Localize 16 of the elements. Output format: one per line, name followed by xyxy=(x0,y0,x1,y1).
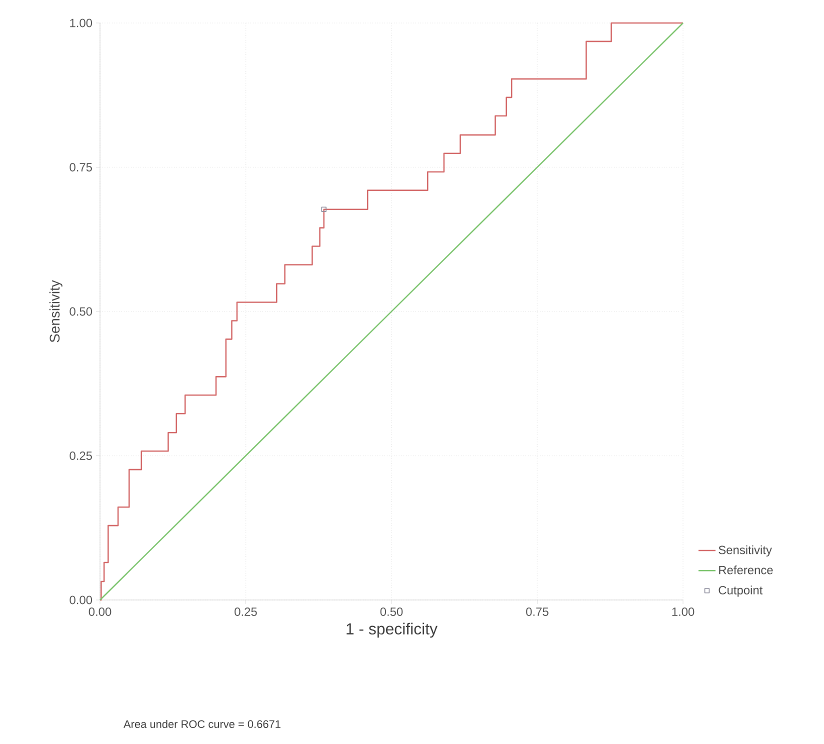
legend-label: Cutpoint xyxy=(718,586,763,597)
y-tick-label: 0.25 xyxy=(70,452,92,460)
x-tick-label: 0.25 xyxy=(234,607,257,616)
y-tick-label: 1.00 xyxy=(70,18,92,28)
y-tick-label: 0.75 xyxy=(70,163,92,172)
y-axis-title: Sensitivity xyxy=(49,280,62,342)
legend-label: Reference xyxy=(719,566,773,574)
text: Area under ROC curve = 0.6671 xyxy=(124,720,280,728)
legend-label: Sensitivity xyxy=(718,545,772,557)
y-tick-label: 0.00 xyxy=(70,596,92,604)
y-tick-label: 0.50 xyxy=(70,307,92,316)
x-tick-label: 0.00 xyxy=(88,607,112,616)
x-axis-title: 1 - specificity xyxy=(346,622,438,638)
x-tick-label: 1.00 xyxy=(672,607,694,616)
x-tick-label: 0.75 xyxy=(526,607,548,616)
x-tick-label: 0.50 xyxy=(380,607,403,616)
